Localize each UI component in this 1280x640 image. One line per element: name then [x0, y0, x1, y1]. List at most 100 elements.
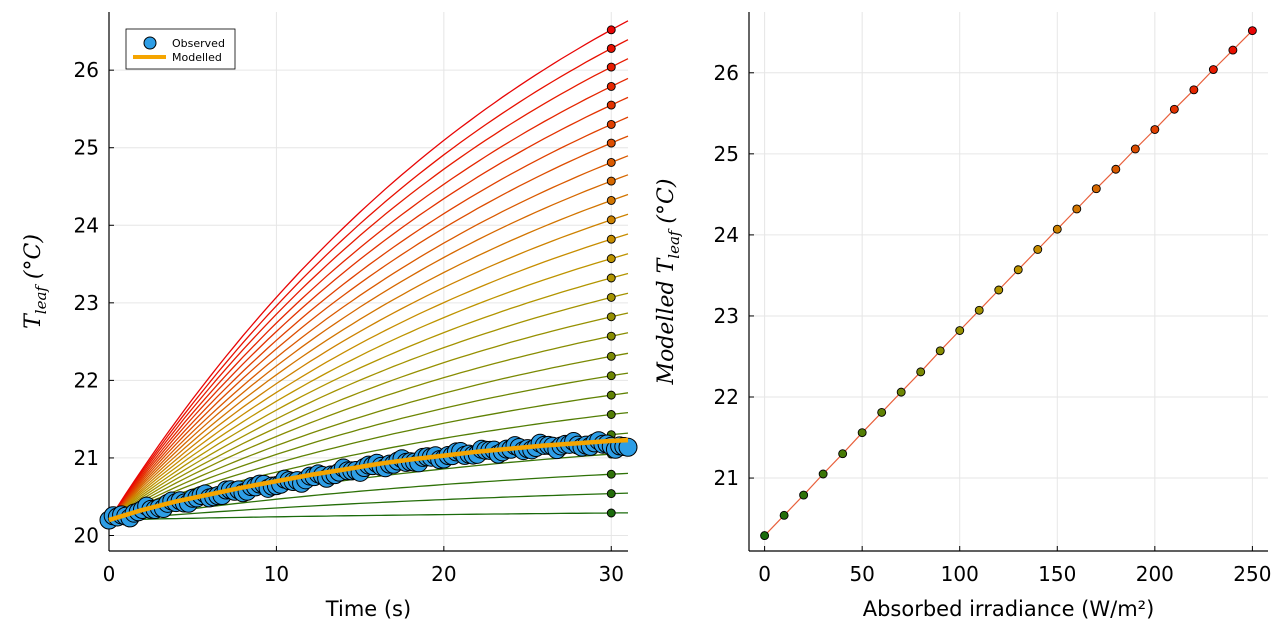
simulated-curve	[108, 312, 629, 521]
irradiance-point	[1091, 184, 1101, 194]
right-y-tick-label: 22	[714, 385, 739, 409]
simulated-curve	[108, 213, 629, 521]
left-y-tick-label: 22	[74, 368, 99, 392]
irradiance-point	[955, 326, 965, 335]
simulated-endpoint	[606, 62, 616, 72]
legend-observed-marker	[143, 36, 157, 50]
simulated-curve	[108, 512, 628, 521]
irradiance-point	[896, 387, 906, 397]
irradiance-point	[877, 407, 887, 417]
simulated-curve	[108, 20, 629, 521]
fit-line	[764, 30, 1253, 537]
irradiance-point	[935, 346, 945, 356]
irradiance-point	[818, 469, 828, 479]
simulated-curve	[108, 253, 629, 521]
simulated-endpoint	[606, 390, 616, 400]
irradiance-point	[1013, 265, 1023, 275]
left-x-tick-label: 0	[103, 562, 116, 586]
simulated-endpoint	[606, 25, 616, 35]
legend-modelled-label: Modelled	[172, 51, 222, 64]
simulated-curve	[108, 77, 629, 521]
simulated-curve	[108, 174, 629, 521]
irradiance-point	[1189, 85, 1199, 95]
irradiance-point	[1228, 45, 1238, 55]
simulated-curve	[108, 58, 629, 521]
irradiance-point	[1130, 144, 1140, 154]
irradiance-point	[779, 510, 789, 520]
left-y-tick-label: 21	[74, 446, 99, 470]
irradiance-point	[1169, 104, 1179, 114]
simulated-endpoint	[606, 176, 616, 186]
right-panel-irradiance-scatter: 0 50 100 150 200 250 21 22 23 24 25 26 Absorbed irra…	[654, 12, 1271, 621]
simulated-endpoint	[606, 508, 616, 518]
irradiance-point	[838, 449, 848, 459]
left-x-tick-label: 10	[264, 562, 289, 586]
simulated-endpoint	[606, 100, 616, 110]
left-y-tick-label: 24	[74, 213, 99, 237]
simulated-curve	[108, 116, 629, 521]
irradiance-point	[1150, 125, 1160, 134]
simulated-endpoint	[606, 234, 616, 244]
irradiance-point	[1247, 26, 1257, 36]
simulated-endpoint	[606, 371, 616, 381]
left-y-tick-label: 25	[74, 136, 99, 160]
simulated-curve	[108, 39, 629, 521]
right-x-tick-label: 150	[1038, 562, 1076, 586]
right-y-tick-label: 23	[714, 304, 739, 328]
simulated-curve	[108, 193, 629, 521]
simulated-curve	[108, 352, 629, 521]
right-x-tick-label: 50	[849, 562, 874, 586]
simulated-endpoint	[606, 410, 616, 419]
simulated-endpoint	[606, 158, 616, 167]
left-x-tick-label: 30	[599, 562, 624, 586]
right-y-axis-label: Modelled Tleaf (°C)	[654, 179, 683, 386]
simulated-endpoint	[606, 292, 616, 302]
right-x-tick-label: 250	[1233, 562, 1271, 586]
simulated-curve	[108, 292, 629, 521]
simulated-endpoint	[606, 82, 616, 91]
simulated-endpoint	[606, 312, 616, 322]
left-x-axis-label: Time (s)	[325, 597, 411, 621]
legend-box	[125, 28, 236, 70]
right-x-tick-label: 100	[941, 562, 979, 586]
left-y-tick-label: 26	[74, 58, 99, 82]
simulated-endpoint	[606, 351, 616, 361]
simulated-endpoint	[606, 331, 616, 341]
right-x-axis-label: Absorbed irradiance (W/m²)	[863, 597, 1155, 621]
right-y-tick-label: 24	[714, 223, 739, 247]
simulated-endpoint	[606, 469, 616, 479]
simulated-curve	[108, 96, 629, 521]
irradiance-point	[1052, 224, 1062, 234]
simulated-endpoint	[606, 44, 616, 53]
simulated-endpoint	[606, 196, 616, 205]
irradiance-point	[760, 531, 770, 541]
simulated-endpoint	[606, 273, 616, 283]
simulated-endpoint	[606, 254, 616, 264]
simulated-endpoint	[606, 489, 616, 499]
right-y-tick-label: 21	[714, 466, 739, 490]
irradiance-point	[799, 490, 809, 500]
simulated-curve	[108, 233, 629, 521]
simulated-endpoint	[606, 138, 616, 148]
left-y-tick-label: 23	[74, 291, 99, 315]
simulated-curve	[108, 372, 629, 521]
right-x-tick-label: 200	[1136, 562, 1174, 586]
right-y-tick-label: 25	[714, 142, 739, 166]
simulated-curve	[108, 332, 629, 521]
modelled-line	[108, 437, 629, 523]
irradiance-point	[916, 367, 926, 377]
left-x-tick-label: 20	[431, 562, 456, 586]
irradiance-point	[974, 305, 984, 315]
simulated-curve	[108, 155, 629, 521]
irradiance-point	[994, 285, 1004, 295]
simulated-curve	[108, 492, 629, 521]
irradiance-point	[1033, 245, 1043, 254]
left-y-tick-label: 20	[74, 523, 99, 547]
simulated-curve	[108, 272, 629, 521]
simulated-endpoint	[606, 215, 616, 225]
irradiance-point	[1072, 204, 1082, 214]
observed-point	[618, 437, 638, 457]
